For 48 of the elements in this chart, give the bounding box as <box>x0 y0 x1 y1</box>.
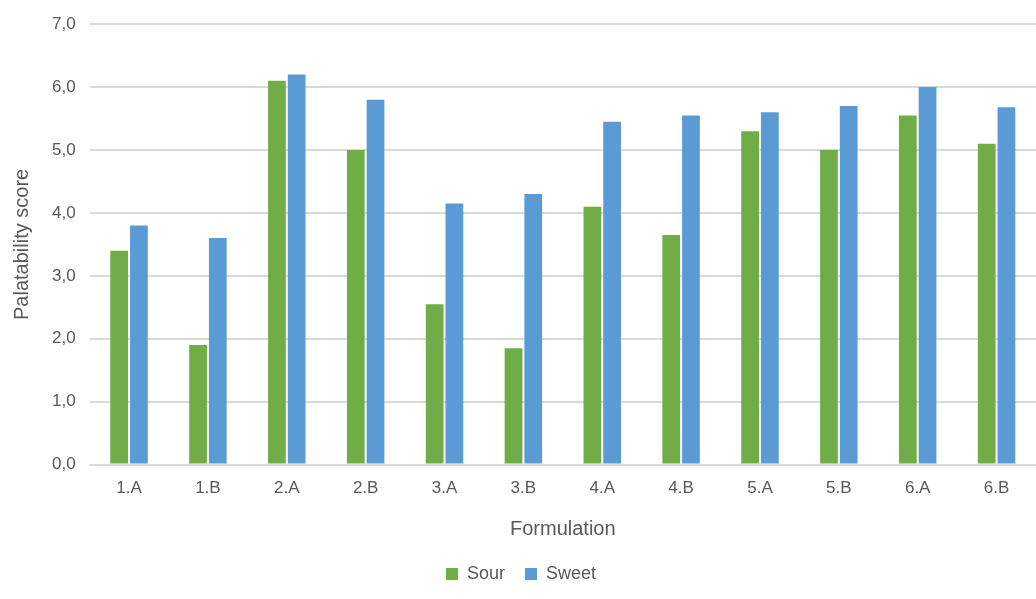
y-tick-label: 4,0 <box>51 202 76 222</box>
x-tick-label: 2.B <box>352 478 379 498</box>
legend-label: Sweet <box>546 562 597 583</box>
bar <box>366 99 385 464</box>
legend-label: Sour <box>466 562 506 583</box>
y-tick-label: 3,0 <box>51 265 76 285</box>
bar <box>682 115 700 464</box>
bar <box>425 304 444 464</box>
x-tick-label: 6.A <box>904 478 932 498</box>
x-tick-label: 1.B <box>195 478 221 498</box>
x-tick-label: 6.B <box>983 478 1010 498</box>
x-tick-label: 3.B <box>510 478 537 498</box>
bar <box>130 225 148 464</box>
bar <box>189 345 207 464</box>
y-tick-label: 0,0 <box>51 454 76 474</box>
bar <box>346 150 365 464</box>
x-tick-label: 2.A <box>274 478 301 498</box>
bar <box>110 250 129 464</box>
bar <box>524 194 543 464</box>
y-axis-title: Palatability score <box>9 168 32 320</box>
x-tick-label: 4.A <box>589 478 616 498</box>
bar <box>741 131 759 464</box>
bar <box>760 112 779 464</box>
bar <box>603 121 621 464</box>
x-tick-label: 3.A <box>431 478 458 498</box>
bar <box>662 234 681 464</box>
y-tick-label: 2,0 <box>51 328 76 348</box>
bar <box>820 150 838 464</box>
x-tick-label: 4.B <box>668 478 694 498</box>
bar <box>287 74 306 464</box>
y-tick-label: 7,0 <box>51 13 76 33</box>
bar <box>977 143 996 464</box>
bar <box>583 206 602 464</box>
bar <box>918 87 937 464</box>
bar <box>504 348 523 464</box>
x-axis-title: Formulation <box>510 516 616 539</box>
y-tick-label: 1,0 <box>51 391 76 411</box>
y-tick-label: 5,0 <box>51 139 76 159</box>
bar <box>839 105 858 464</box>
y-tick-label: 6,0 <box>51 76 76 96</box>
bar <box>208 238 227 464</box>
bar <box>898 115 917 464</box>
bar <box>997 107 1016 464</box>
bar <box>445 203 464 464</box>
x-tick-label: 5.A <box>747 478 774 498</box>
x-tick-label: 1.A <box>116 478 143 498</box>
bar <box>268 80 286 464</box>
x-tick-label: 5.B <box>826 478 852 498</box>
